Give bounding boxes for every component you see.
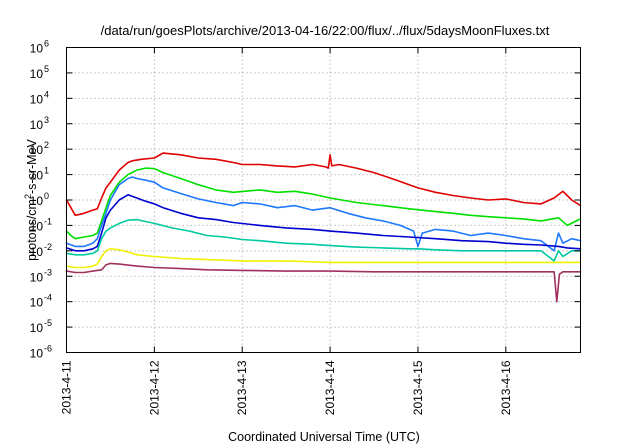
series-line-1 — [65, 152, 582, 217]
y-tick-label-exponent: -6 — [44, 344, 52, 354]
grid-lines — [66, 47, 581, 353]
y-tick-label-exponent: -4 — [44, 293, 52, 303]
data-series — [65, 152, 582, 303]
y-tick-label: 10 — [30, 321, 44, 335]
y-tick-label: 10 — [30, 143, 44, 157]
series-line-2 — [65, 167, 582, 240]
y-tick-label-exponent: 0 — [44, 191, 49, 201]
y-tick-label: 10 — [30, 270, 44, 284]
x-tick-label: 2013-4-13 — [235, 360, 249, 415]
series-line-6 — [65, 248, 582, 269]
y-tick-label: 10 — [30, 67, 44, 81]
x-tick-labels: 2013-4-11 2013-4-12 2013-4-13 2013-4-14 2013… — [60, 360, 513, 415]
y-tick-label-exponent: 2 — [44, 140, 49, 150]
y-tick-label: 10 — [30, 245, 44, 259]
series-line-3 — [65, 176, 582, 252]
x-tick-label: 2013-4-14 — [323, 360, 337, 415]
axis-ticks — [66, 47, 581, 353]
y-axis-label-base: protons/cm — [25, 199, 39, 261]
y-tick-label: 10 — [30, 219, 44, 233]
y-axis-label: protons/cm2-s-sr-MeV — [23, 138, 39, 260]
series-line-5 — [65, 218, 582, 262]
y-tick-label-exponent: -3 — [44, 267, 52, 277]
series-line-7 — [65, 262, 582, 303]
x-tick-label: 2013-4-16 — [499, 360, 513, 415]
y-tick-labels: 10 -610 -510 -410 -310 -210 -110 010 110 210 310 41… — [30, 39, 52, 361]
y-tick-label: 10 — [30, 42, 44, 56]
x-tick-label: 2013-4-12 — [147, 360, 161, 415]
y-tick-label: 10 — [30, 118, 44, 132]
y-tick-label: 10 — [30, 296, 44, 310]
x-axis-label: Coordinated Universal Time (UTC) — [228, 430, 420, 444]
y-tick-label-exponent: 5 — [44, 64, 49, 74]
y-axis-label-sup: 2 — [23, 194, 33, 199]
y-tick-label: 10 — [30, 347, 44, 361]
y-tick-label-exponent: -1 — [44, 216, 52, 226]
y-axis-label-rest: -s-sr-MeV — [25, 138, 39, 194]
y-tick-label-exponent: 1 — [44, 166, 49, 176]
y-tick-label: 10 — [30, 92, 44, 106]
x-tick-label: 2013-4-11 — [60, 360, 74, 414]
y-tick-label-exponent: 3 — [44, 115, 49, 125]
y-tick-label-exponent: 4 — [44, 89, 49, 99]
y-tick-label: 10 — [30, 169, 44, 183]
y-tick-label-exponent: 6 — [44, 39, 49, 49]
y-tick-label-exponent: -2 — [44, 242, 52, 252]
y-tick-label: 10 — [30, 194, 44, 208]
chart-title: /data/run/goesPlots/archive/2013-04-16/2… — [101, 23, 550, 38]
series-line-4 — [65, 194, 582, 252]
y-tick-label-exponent: -5 — [44, 318, 52, 328]
x-tick-label: 2013-4-15 — [411, 360, 425, 415]
